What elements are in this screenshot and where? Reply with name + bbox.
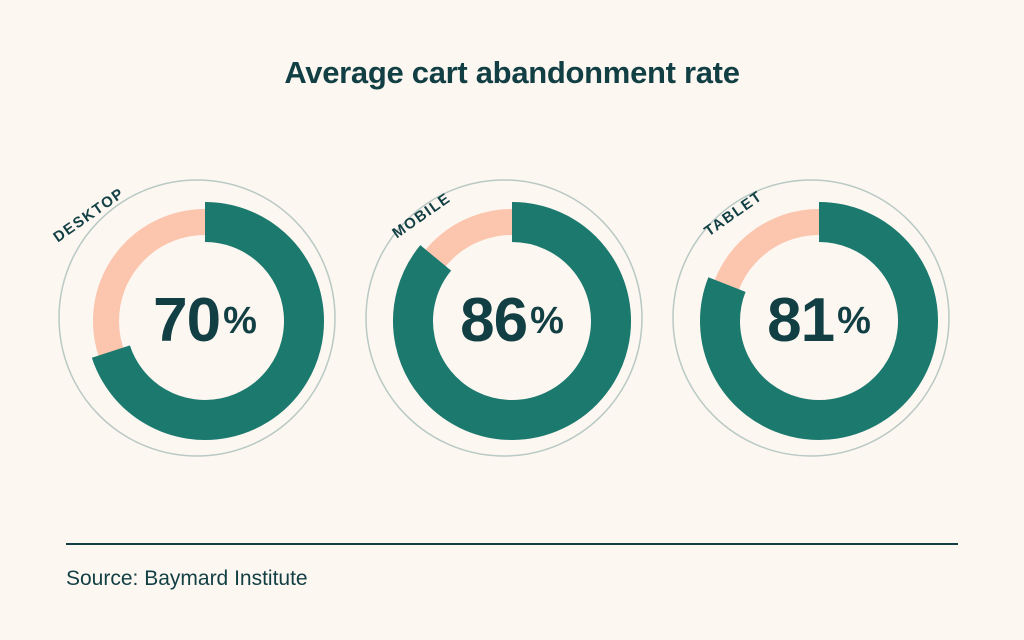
percent-number: 70 [153,286,221,355]
source-text: Source: Baymard Institute [66,567,308,590]
halo-circle [365,179,643,457]
halo-circle [58,179,336,457]
donut-tablet-chart [672,179,950,457]
divider-line [66,543,958,545]
percent-number: 86 [460,286,528,355]
donut-mobile: MOBILE 86% [362,171,662,471]
donut-value-desktop: 70% [55,171,355,471]
halo-circle [672,179,950,457]
donut-tablet: TABLET 81% [669,171,969,471]
percent-sign: % [223,300,257,342]
donut-mobile-chart [365,179,643,457]
donut-value-tablet: 81% [669,171,969,471]
value-arc [700,202,938,440]
value-arc [393,202,631,440]
donut-desktop: DESKTOP 70% [50,171,355,471]
percent-number: 81 [767,286,835,355]
percent-sign: % [530,300,564,342]
value-arc [91,202,324,440]
donut-value-mobile: 86% [362,171,662,471]
percent-sign: % [837,300,871,342]
donut-desktop-chart [58,179,336,457]
chart-title: Average cart abandonment rate [284,55,740,90]
